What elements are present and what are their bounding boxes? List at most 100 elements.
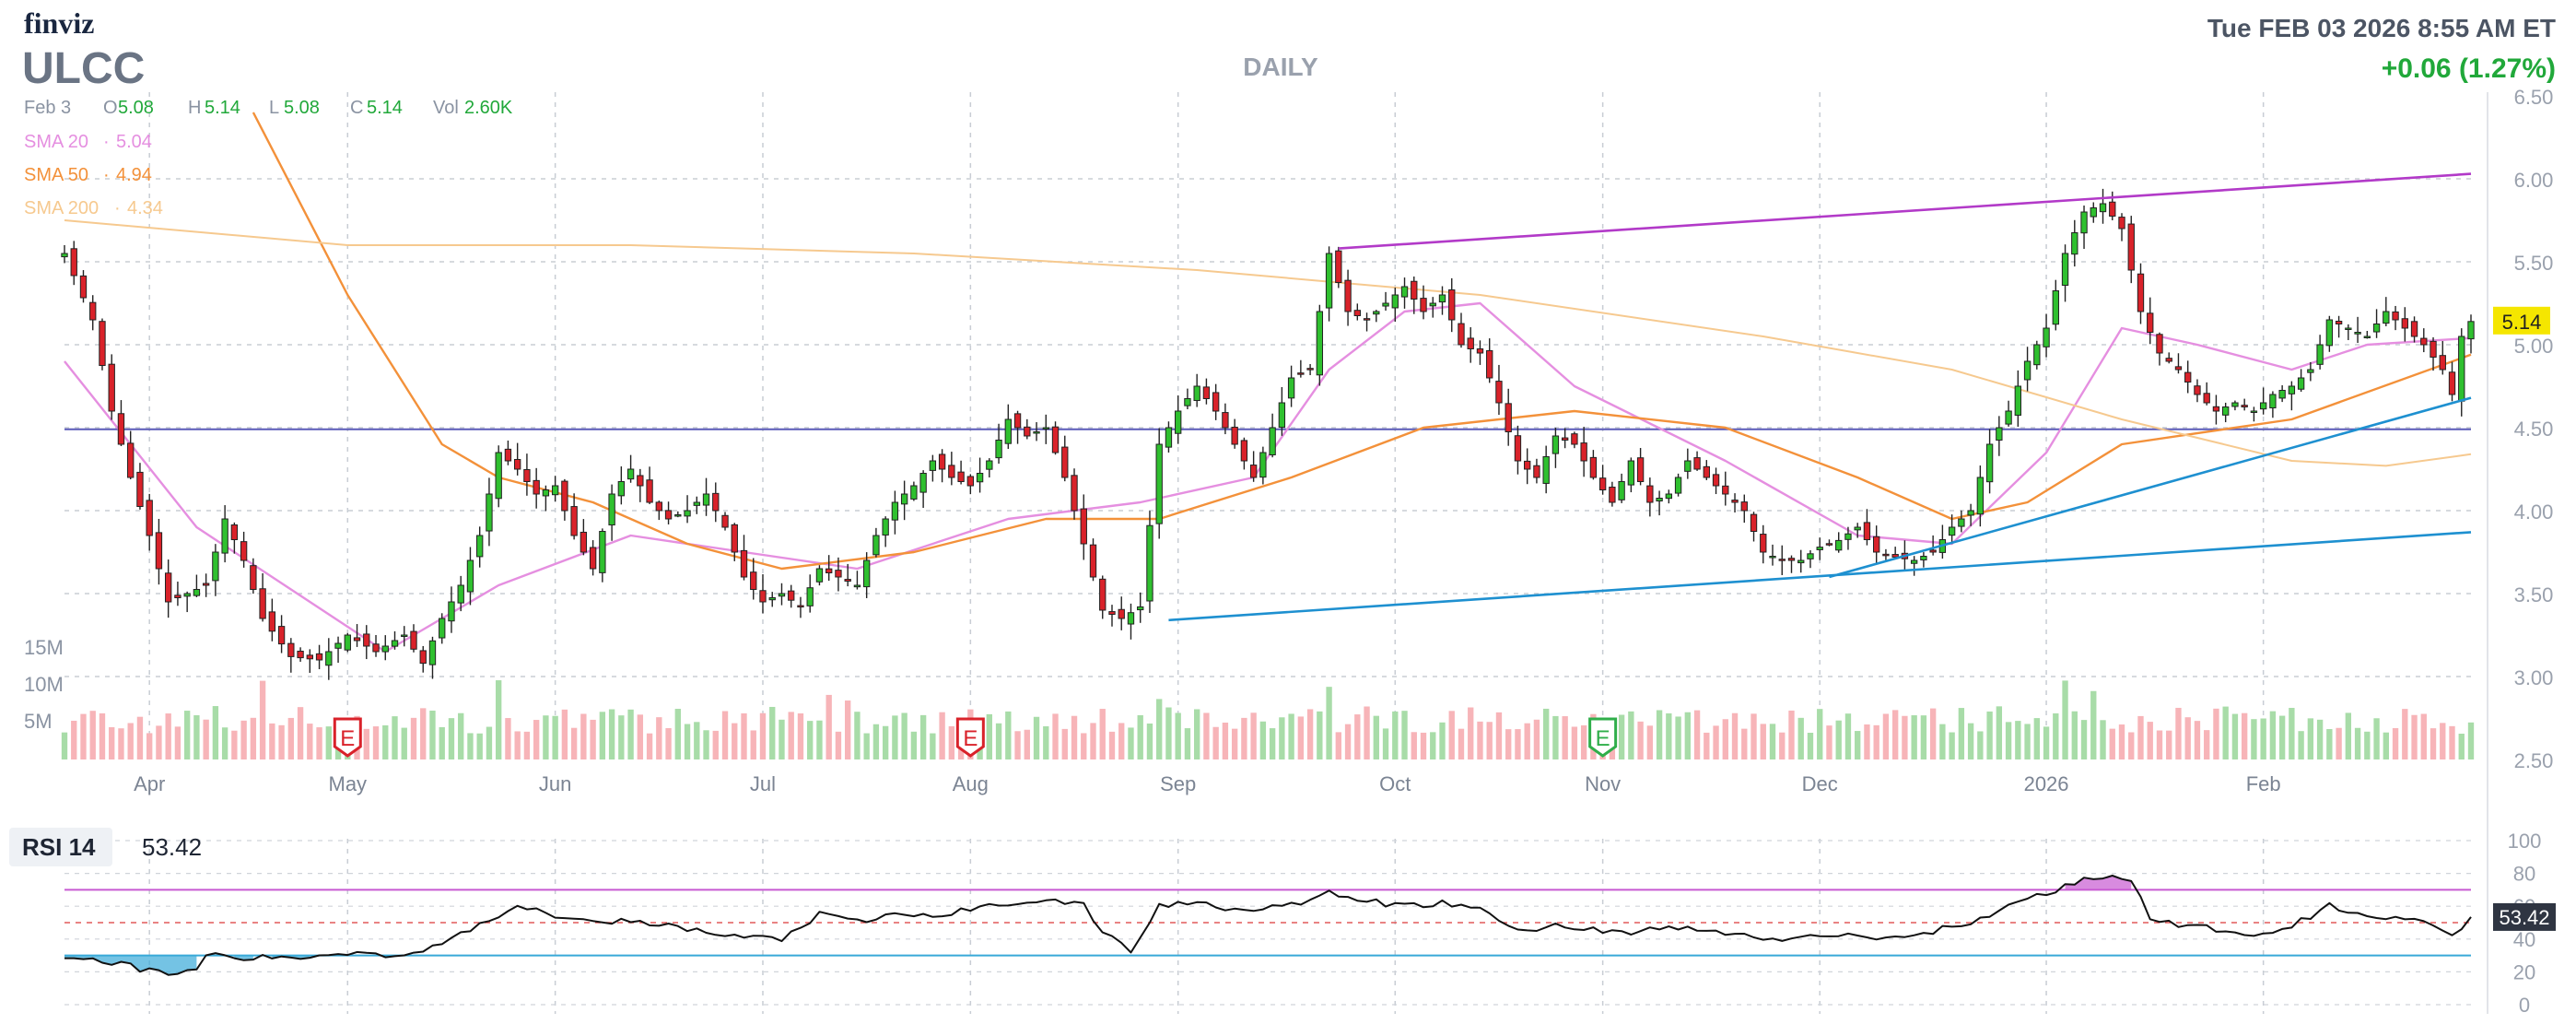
volume-bar xyxy=(732,723,738,759)
sma20-label: SMA 20 xyxy=(24,132,88,152)
candle-up xyxy=(1155,443,1163,524)
candle-up xyxy=(2090,207,2097,218)
volume-bar xyxy=(2411,714,2418,759)
candle-down xyxy=(2212,406,2220,412)
volume-bar xyxy=(1477,721,1483,759)
volume-bar xyxy=(2364,731,2371,759)
volume-bar xyxy=(1297,716,1305,759)
high-label: H xyxy=(188,98,201,118)
volume-bar xyxy=(1967,723,1974,759)
candle-up xyxy=(2222,406,2230,416)
candle-up xyxy=(466,559,474,593)
earnings-marker[interactable]: E xyxy=(1588,717,1618,758)
volume-bar xyxy=(1542,708,1550,759)
candle-down xyxy=(2109,201,2116,217)
volume-bar xyxy=(1515,729,1521,759)
volume-tick-label: 5M xyxy=(24,710,53,733)
volume-bar xyxy=(892,715,898,759)
ohlc-date: Feb 3 xyxy=(24,98,71,118)
date-tick-label: Jun xyxy=(539,772,571,795)
volume-bar xyxy=(2336,727,2342,759)
candle-up xyxy=(1259,452,1267,478)
volume-bar xyxy=(2373,718,2380,759)
trendline-support-upper[interactable] xyxy=(1829,396,2472,579)
volume-bar xyxy=(543,715,549,759)
candle-down xyxy=(2118,217,2125,230)
candle-down xyxy=(1589,456,1598,478)
volume-bar xyxy=(278,724,285,759)
candle-down xyxy=(1108,611,1116,616)
candle-down xyxy=(2174,366,2183,371)
volume-bar xyxy=(1524,723,1530,759)
candle-down xyxy=(759,590,767,603)
trendline-resistance[interactable] xyxy=(1338,172,2472,250)
volume-label: Vol xyxy=(433,98,459,118)
rsi-tick-label: 0 xyxy=(2519,994,2530,1017)
low-label: L xyxy=(269,98,279,118)
candle-down xyxy=(1873,536,1880,553)
volume-bar xyxy=(948,725,955,759)
volume-bar xyxy=(1911,715,1917,759)
rsi-tick-label: 80 xyxy=(2513,863,2535,886)
volume-bar xyxy=(1760,724,1766,759)
candle-down xyxy=(277,626,286,645)
earnings-marker[interactable]: E xyxy=(955,717,985,758)
candle-up xyxy=(2231,402,2239,407)
finviz-logo[interactable]: finviz xyxy=(24,6,94,40)
candle-down xyxy=(1099,578,1107,611)
volume-bar xyxy=(2137,715,2144,759)
candle-down xyxy=(957,471,965,483)
candle-down xyxy=(2156,334,2163,354)
volume-bar xyxy=(1807,733,1814,759)
volume-bar xyxy=(71,720,77,759)
candle-down xyxy=(825,568,833,574)
candle-up xyxy=(2307,369,2314,373)
candle-up xyxy=(599,531,606,573)
trendline-support-lower[interactable] xyxy=(1168,531,2472,622)
volume-bar xyxy=(835,731,842,759)
candle-down xyxy=(79,275,88,299)
volume-bar xyxy=(1731,712,1739,759)
volume-bar xyxy=(769,706,776,759)
candle-up xyxy=(702,493,710,506)
volume-bar xyxy=(1033,716,1040,759)
ticker-symbol[interactable]: ULCC xyxy=(22,44,145,93)
candle-up xyxy=(2325,319,2334,347)
volume-bar xyxy=(118,728,124,759)
volume-bar xyxy=(496,680,502,759)
volume-bar xyxy=(665,727,672,759)
candle-up xyxy=(334,642,342,649)
candle-down xyxy=(1693,457,1701,470)
candle-down xyxy=(589,547,597,570)
sma50-line xyxy=(252,112,2472,571)
date-tick-label: Jul xyxy=(750,772,776,795)
candle-down xyxy=(664,510,673,520)
candle-up xyxy=(1769,556,1776,559)
volume-bar xyxy=(816,720,823,759)
candle-up xyxy=(2250,410,2258,413)
volume-bar xyxy=(1458,728,1465,759)
volume-bar xyxy=(797,713,804,759)
earnings-letter: E xyxy=(340,726,355,751)
rsi-label-box[interactable] xyxy=(9,828,112,866)
candle-up xyxy=(2316,344,2324,365)
last-price-value: 5.14 xyxy=(2502,311,2542,334)
volume-bar xyxy=(674,709,681,759)
volume-bar xyxy=(1439,722,1446,759)
candle-up xyxy=(900,493,908,505)
trendlines[interactable] xyxy=(1168,172,2472,622)
timeframe-label[interactable]: DAILY xyxy=(1243,53,1318,81)
candle-down xyxy=(1013,413,1022,429)
candle-up xyxy=(1985,443,1994,483)
volume-bar xyxy=(2402,709,2408,759)
candle-down xyxy=(1202,386,1211,399)
candle-up xyxy=(1382,302,1389,307)
earnings-marker[interactable]: E xyxy=(333,717,362,758)
volume-bar xyxy=(1061,728,1068,759)
candle-down xyxy=(2448,371,2456,395)
volume-bar xyxy=(1920,715,1927,759)
volume-bar xyxy=(259,680,266,759)
volume-bar xyxy=(1081,733,1087,759)
candle-down xyxy=(240,541,248,561)
